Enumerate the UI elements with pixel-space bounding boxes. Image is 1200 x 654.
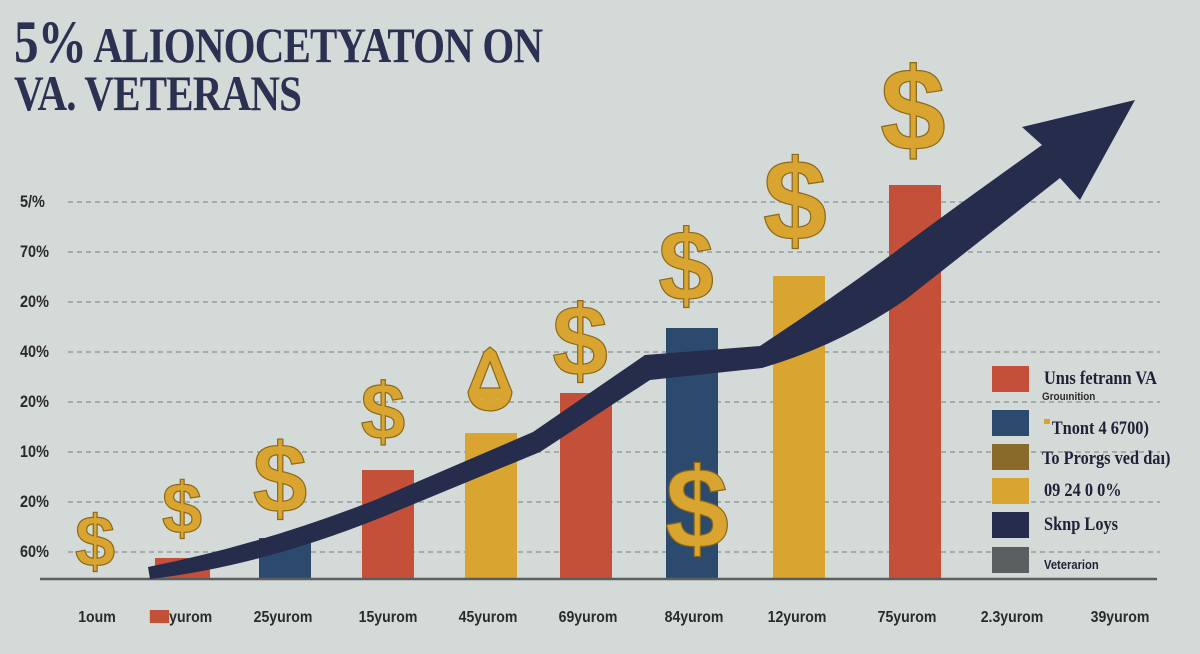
dollar-icons: $ $ $ $ $ $ $ $ $ [74, 43, 946, 582]
y-tick-label: 10% [20, 442, 49, 461]
y-tick-label: 60% [20, 542, 49, 561]
y-tick-label: 20% [20, 492, 49, 511]
legend-swatch-navy [992, 512, 1029, 538]
x-tick-label: 69yurom [558, 609, 618, 626]
y-tick-label: 20% [20, 292, 49, 311]
legend-swatch-blue [992, 410, 1029, 436]
legend-label: 09 24 0 0% [1044, 480, 1122, 501]
x-tick-label: 2.3yurom [980, 609, 1044, 626]
x-tick-label: 39yurom [1090, 609, 1150, 626]
legend-swatch-olive [992, 444, 1029, 470]
legend-label: Veterarion [1044, 557, 1099, 572]
dollar-icon: $ [665, 445, 729, 573]
dollar-icon: $ [763, 137, 827, 265]
dollar-icon: $ [361, 367, 406, 456]
x-tick-label: 1oum [78, 609, 116, 626]
title-line-2: VA. VETERANS [14, 65, 302, 121]
y-tick-label: 20% [20, 392, 49, 411]
x-tick-label: 25yurom [253, 609, 313, 626]
x-tick-label: 84yurom [664, 609, 724, 626]
legend-swatch-gray [992, 547, 1029, 573]
legend-label: Sknp Loys [1044, 514, 1119, 535]
bar-15yurom [362, 470, 414, 578]
x-tick-label: 12yurom [767, 609, 827, 626]
legend-label: To Prorgs ved daı) [1042, 448, 1171, 469]
dollar-icon: $ [658, 210, 714, 322]
dollar-icon: $ [880, 44, 946, 176]
x-tick-label: 45yurom [458, 609, 518, 626]
legend-sublabel: Grouınition [1042, 391, 1096, 403]
legend-label: Unıs fetrann VA [1044, 368, 1157, 389]
y-tick-label: 70% [20, 242, 49, 261]
dollar-icon: $ [552, 285, 608, 397]
dollar-icon: $ [162, 469, 202, 549]
legend-label: Tnont 4 6700) [1044, 418, 1149, 440]
dollar-icon: $ [253, 423, 308, 533]
y-tick-label: 5/% [20, 192, 45, 211]
x-tick-label: 75yurom [877, 609, 937, 626]
legend-swatch-red [992, 366, 1029, 392]
red-swatch-icon [149, 610, 170, 623]
x-tick-label: 15yurom [358, 609, 418, 626]
legend-swatch-gold [992, 478, 1029, 504]
dollar-icon: $ [75, 502, 115, 582]
chart-title: 5% ALIONOCETYATON ON VA. VETERANS [14, 9, 543, 121]
x-tick-label: yurom [149, 609, 212, 627]
y-tick-label: 40% [20, 342, 49, 361]
scale-icon [467, 346, 513, 412]
small-marker-icon [1044, 419, 1051, 424]
title-line-1: 5% ALIONOCETYATON ON [14, 9, 543, 75]
